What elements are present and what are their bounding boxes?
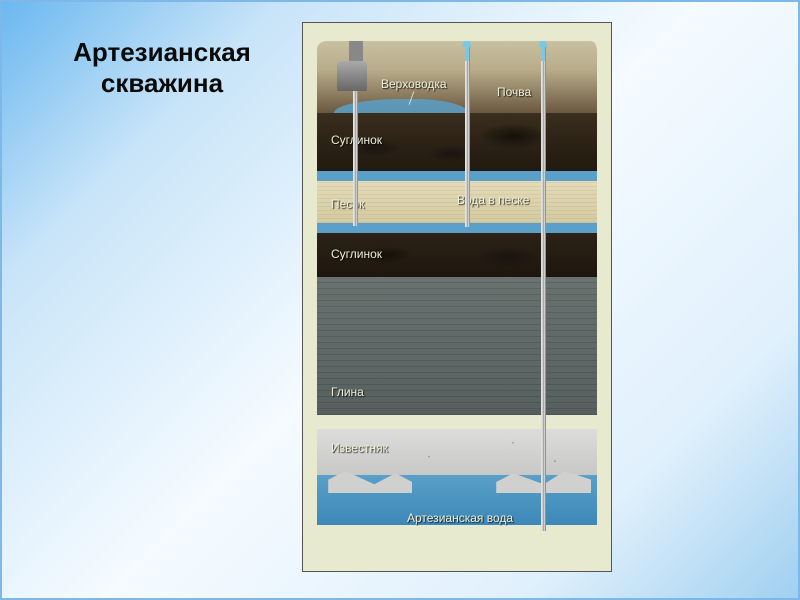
pipe-mid [465,45,470,227]
layer-gap [317,415,597,429]
pipe-shallow-well [353,81,358,226]
layer-limestone [317,429,597,475]
layer-soil [317,41,597,113]
layer-loam-lower [317,233,597,277]
arrow-stem [465,47,469,61]
layer-loam-upper [317,113,597,171]
pipe-deep-artesian [541,45,546,531]
cross-section-diagram: Верховодка Почва Суглинок Песок Вода в п… [317,41,597,563]
layer-water-below-sand [317,223,597,233]
arrow-stem [541,47,545,61]
diagram-frame: Верховодка Почва Суглинок Песок Вода в п… [302,22,612,572]
page-title: Артезианская скважина [42,37,282,99]
wellhead-icon [345,41,367,91]
layer-clay [317,277,597,415]
layer-artesian-water [317,475,597,525]
layer-sand [317,181,597,223]
slide: Артезианская скважина [0,0,800,600]
layer-water-above-sand [317,171,597,181]
